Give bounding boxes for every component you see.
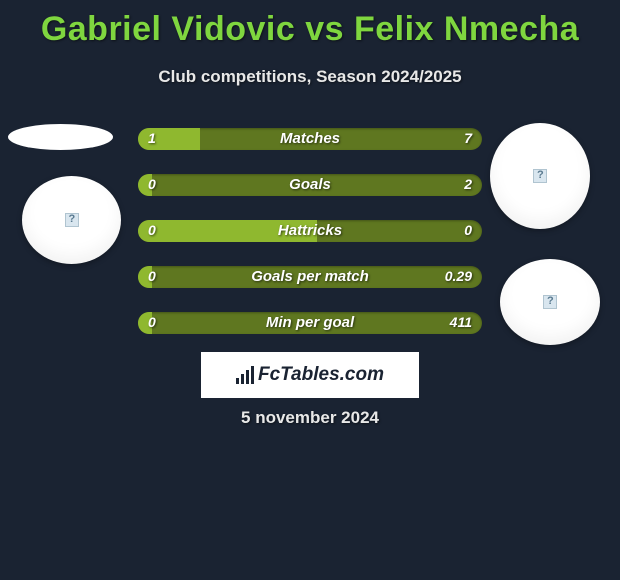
stat-bar: Hattricks0 0: [138, 220, 482, 242]
bar-chart-icon: [236, 366, 254, 384]
stat-bar-left-value: 0: [148, 314, 156, 330]
stat-bar-left-value: 0: [148, 176, 156, 192]
stat-bar-label: Matches: [138, 130, 482, 147]
stat-bar-right-value: 0: [464, 222, 472, 238]
stat-bar-right-value: 0.29: [445, 268, 472, 284]
player-left-photo-shadow: [8, 124, 113, 150]
stat-bar: Min per goal0 411: [138, 312, 482, 334]
generated-date: 5 november 2024: [0, 408, 620, 428]
page-subtitle: Club competitions, Season 2024/2025: [0, 67, 620, 87]
stat-bar-right-value: 2: [464, 176, 472, 192]
stat-bar: Goals per match0 0.29: [138, 266, 482, 288]
image-placeholder-icon: [543, 295, 557, 309]
page-title: Gabriel Vidovic vs Felix Nmecha: [0, 0, 620, 49]
stat-bar-right-value: 411: [450, 314, 472, 330]
stat-bar-left-value: 0: [148, 268, 156, 284]
stat-bar-label: Goals per match: [138, 268, 482, 285]
image-placeholder-icon: [533, 169, 547, 183]
site-logo-text: FcTables.com: [258, 364, 384, 386]
image-placeholder-icon: [65, 213, 79, 227]
player-left-photo: [22, 176, 121, 264]
stat-bar: Matches1 7: [138, 128, 482, 150]
stat-bar-left-value: 1: [148, 130, 156, 146]
stat-bar-label: Min per goal: [138, 314, 482, 331]
stat-bar-label: Hattricks: [138, 222, 482, 239]
player-right-club-photo: [500, 259, 600, 345]
player-right-photo: [490, 123, 590, 229]
stat-bar-left-value: 0: [148, 222, 156, 238]
stat-bar-label: Goals: [138, 176, 482, 193]
site-logo: FcTables.com: [201, 352, 419, 398]
stat-bar: Goals0 2: [138, 174, 482, 196]
stat-bar-right-value: 7: [464, 130, 472, 146]
